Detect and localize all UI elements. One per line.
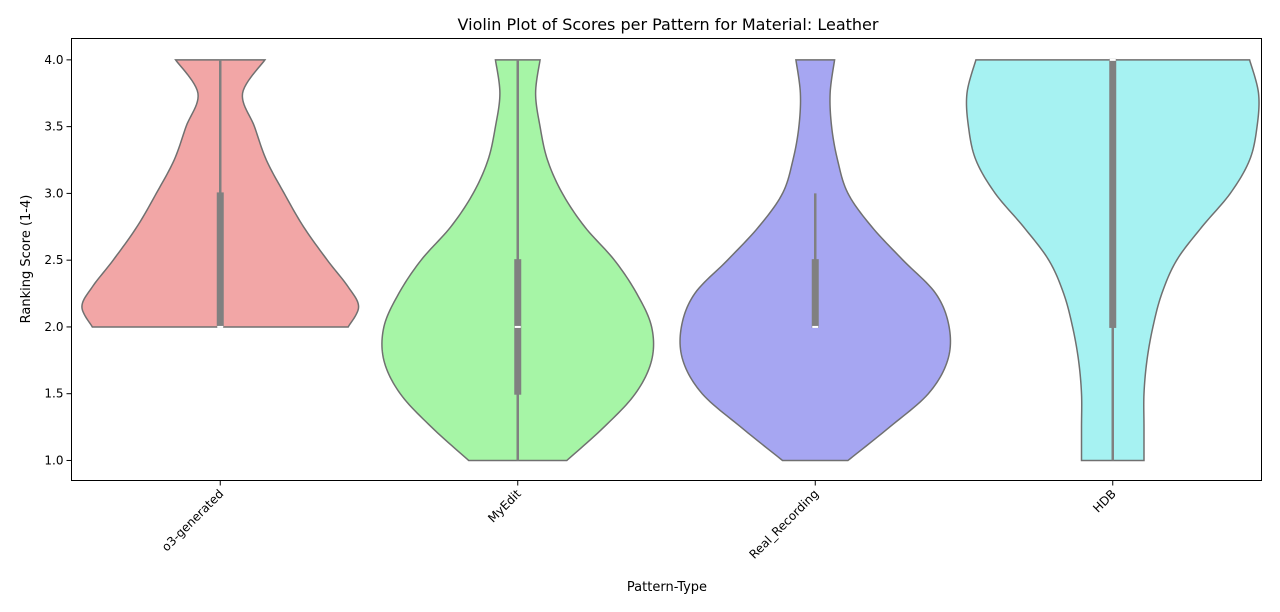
y-tick-label: 4.0 [44, 53, 63, 67]
x-axis: o3-generated MyEdit Real_Recording HDB [159, 480, 1119, 562]
violin-1 [81, 59, 360, 328]
x-tick-label: Real_Recording [746, 487, 821, 562]
violin-iqr-box [1109, 58, 1117, 328]
y-tick-label: 3.5 [44, 120, 63, 134]
y-tick-label: 3.0 [44, 186, 63, 200]
violin-median [514, 325, 521, 328]
y-axis: 1.0 1.5 2.0 2.5 3.0 3.5 4.0 [44, 53, 72, 467]
x-tick-label: MyEdit [485, 487, 524, 526]
y-tick-label: 1.0 [44, 453, 63, 467]
y-axis-label: Ranking Score (1-4) [19, 195, 34, 324]
violin-iqr-box [216, 192, 224, 328]
violin-3 [679, 59, 952, 462]
y-tick-label: 1.5 [44, 387, 63, 401]
x-axis-label: Pattern-Type [627, 580, 707, 595]
violin-median [1109, 58, 1116, 61]
plot-area [81, 58, 1260, 462]
violin-4 [965, 58, 1260, 462]
y-tick-label: 2.5 [44, 253, 63, 267]
x-tick-label: o3-generated [159, 487, 226, 554]
violin-median [217, 325, 224, 328]
x-tick-label: HDB [1090, 487, 1119, 516]
plot-frame [71, 38, 1262, 481]
violin-2 [381, 59, 655, 462]
violin-median [812, 325, 819, 328]
chart-title: Violin Plot of Scores per Pattern for Ma… [458, 15, 879, 34]
violin-iqr-box [811, 259, 819, 328]
y-tick-label: 2.0 [44, 320, 63, 334]
